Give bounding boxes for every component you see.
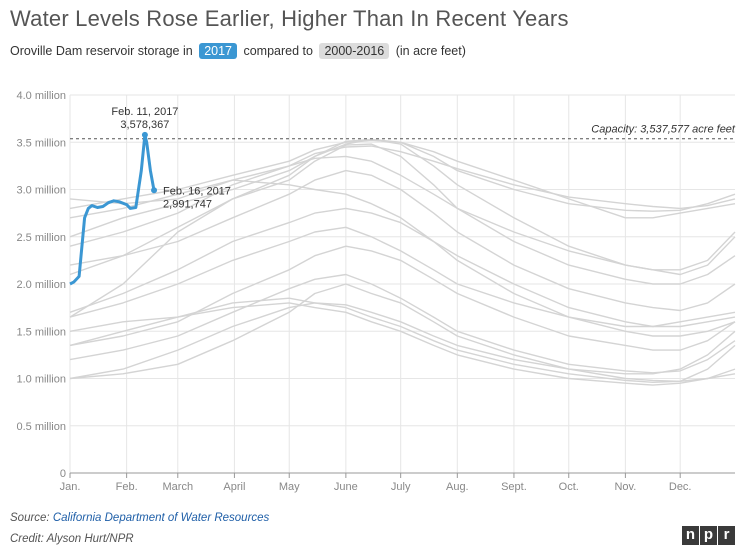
history-line [69,145,736,247]
history-line [69,139,736,212]
history-line [69,273,736,374]
x-tick-label: Jan. [60,481,81,493]
npr-logo-p: p [700,526,717,545]
chart-subtitle: Oroville Dam reservoir storage in 2017 c… [10,43,466,59]
x-tick-label: Aug. [446,481,469,493]
y-tick-label: 0 [60,468,66,480]
historical-series [69,138,736,386]
badge-2017: 2017 [199,43,237,59]
npr-logo: n p r [682,526,735,545]
x-tick-label: April [223,481,245,493]
badge-history: 2000-2016 [319,43,390,59]
x-tick-label: July [391,481,411,493]
y-tick-label: 1.5 million [16,326,66,338]
history-line [69,302,736,386]
history-line [69,302,736,380]
subtitle-suffix: (in acre feet) [395,44,466,58]
peak-date-label: Feb. 11, 2017 [111,106,178,118]
last-value-label: 2,991,747 [163,198,212,210]
y-tick-label: 4.0 million [16,90,66,102]
y-axis: 0 0.5 million 1.0 million 1.5 million 2.0 mi… [16,90,66,480]
history-line [69,297,736,383]
x-tick-label: June [334,481,358,493]
x-tick-label: Oct. [559,481,579,493]
y-tick-label: 3.0 million [16,185,66,197]
history-line [69,207,736,328]
line-chart: 0 0.5 million 1.0 million 1.5 million 2.0 mi… [16,90,736,493]
history-line [69,245,736,351]
npr-logo-n: n [682,526,699,545]
x-tick-label: Nov. [614,481,636,493]
history-line [69,138,736,238]
subtitle-mid: compared to [243,44,313,58]
source-note: Source: California Department of Water R… [10,512,269,524]
y-tick-label: 1.0 million [16,374,66,386]
peak-value-label: 3,578,367 [120,119,169,131]
y-tick-label: 2.0 million [16,279,66,291]
x-axis: Jan. Feb. March April May June July Aug. Sept. Oc… [60,472,735,493]
history-line [69,283,736,382]
x-tick-label: Feb. [116,481,138,493]
capacity-label: Capacity: 3,537,577 acre feet [591,124,736,136]
history-line [69,155,736,271]
x-tick-label: Sept. [501,481,527,493]
history-line [69,169,736,312]
capacity-line: Capacity: 3,537,577 acre feet [70,124,736,140]
subtitle-prefix: Oroville Dam reservoir storage in [10,44,193,58]
chart-title: Water Levels Rose Earlier, Higher Than I… [10,6,569,31]
history-line [69,226,736,328]
x-tick-label: Dec. [669,481,692,493]
current-series [69,131,158,286]
y-tick-label: 2.5 million [16,232,66,244]
history-line [69,179,736,337]
y-tick-label: 3.5 million [16,137,66,149]
current-line [69,133,156,286]
y-tick-label: 0.5 million [16,421,66,433]
history-line [69,143,736,318]
peak-point [141,131,148,138]
last-date-label: Feb. 16, 2017 [163,185,231,197]
source-link[interactable]: California Department of Water Resources [52,512,270,524]
credit-note: Credit: Alyson Hurt/NPR [10,533,134,545]
last-point [151,187,158,194]
x-tick-label: May [279,481,300,493]
x-tick-label: March [163,481,194,493]
source-label: Source: [10,512,50,524]
npr-logo-r: r [718,526,735,545]
